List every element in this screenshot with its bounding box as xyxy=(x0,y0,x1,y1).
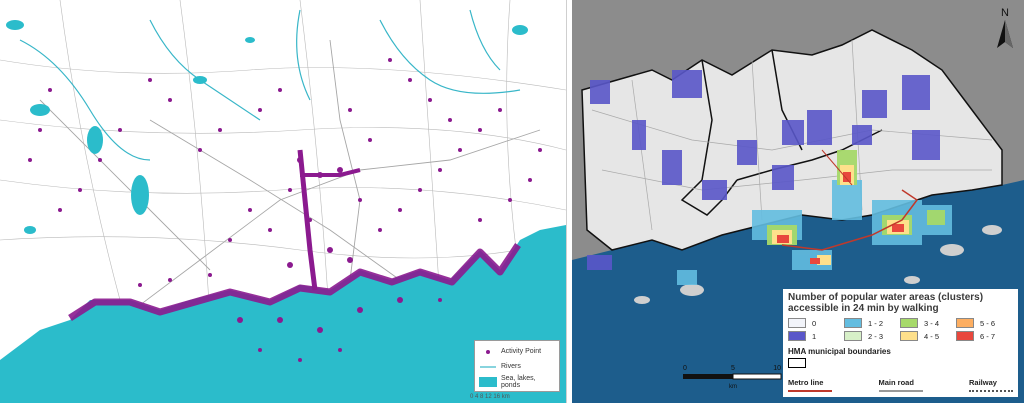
activity-point-symbol xyxy=(479,347,497,357)
railway-symbol xyxy=(969,390,1013,392)
left-scale-bar: 0 4 8 12 16 km xyxy=(470,394,510,400)
scale-unit: km xyxy=(729,384,737,390)
class-swatch xyxy=(844,331,862,341)
water-symbol xyxy=(479,376,497,387)
legend-class: 1 - 2 xyxy=(844,318,900,328)
class-swatch xyxy=(900,331,918,341)
metro-line xyxy=(781,189,919,251)
legend-title-line-2: accessible in 24 min by walking xyxy=(788,303,939,314)
line-legend: Metro line Main road Railway xyxy=(788,378,1013,392)
legend-class: 1 xyxy=(788,331,844,341)
activity-points-map-canvas xyxy=(0,0,566,403)
railway-label: Railway xyxy=(969,378,997,387)
legend-class: 3 - 4 xyxy=(900,318,956,328)
legend-title: Number of popular water areas (clusters)… xyxy=(788,292,1013,314)
class-label: 2 - 3 xyxy=(868,331,884,341)
class-swatch xyxy=(844,318,862,328)
scale-bar: 0 5 10 km xyxy=(683,365,782,390)
class-label: 5 - 6 xyxy=(980,318,996,328)
class-label: 1 xyxy=(812,331,817,341)
scale-tick-0: 0 xyxy=(683,365,687,372)
legend-class: 5 - 6 xyxy=(956,318,1012,328)
scale-tick-10: 10 xyxy=(773,365,781,372)
legend-title-line-1: Number of popular water areas (clusters) xyxy=(788,292,984,303)
legend-class: 2 - 3 xyxy=(844,331,900,341)
north-arrow-icon: N xyxy=(997,7,1013,48)
legend-water: Sea, lakes, ponds xyxy=(501,374,536,389)
class-label: 3 - 4 xyxy=(924,318,940,328)
lakes xyxy=(6,20,528,234)
class-swatch xyxy=(788,331,806,341)
activity-points-map: Activity Point Rivers Sea, lakes, ponds … xyxy=(0,0,567,403)
class-swatch xyxy=(956,331,974,341)
class-swatch xyxy=(956,318,974,328)
legend-class: 6 - 7 xyxy=(956,331,1012,341)
legend-activity-point: Activity Point xyxy=(501,348,542,355)
boundary-label: HMA municipal boundaries xyxy=(788,347,891,356)
metro-label: Metro line xyxy=(788,378,824,387)
boundary-swatch xyxy=(788,358,806,368)
main-road-symbol xyxy=(878,390,923,392)
class-label: 4 - 5 xyxy=(924,331,940,341)
activity-points xyxy=(28,58,542,362)
class-label: 0 xyxy=(812,318,817,328)
legend-rivers: Rivers xyxy=(501,363,521,370)
north-label: N xyxy=(1001,7,1009,19)
boundary-legend: HMA municipal boundaries xyxy=(788,347,1013,356)
legend-class: 0 xyxy=(788,318,844,328)
metro-line-symbol xyxy=(788,390,832,392)
accessibility-cells-class-6-7 xyxy=(777,172,904,264)
class-swatch xyxy=(900,318,918,328)
legend-class: 4 - 5 xyxy=(900,331,956,341)
main-road-label: Main road xyxy=(878,378,914,387)
left-map-legend: Activity Point Rivers Sea, lakes, ponds xyxy=(474,340,560,392)
accessibility-cells-class-1 xyxy=(587,70,940,270)
class-swatch xyxy=(788,318,806,328)
class-label: 6 - 7 xyxy=(980,331,996,341)
sea xyxy=(0,225,566,403)
class-label: 1 - 2 xyxy=(868,318,884,328)
accessibility-legend: Number of popular water areas (clusters)… xyxy=(783,289,1018,397)
scale-tick-5: 5 xyxy=(731,365,735,372)
river-symbol xyxy=(479,362,497,372)
class-swatch-grid: 0 1 - 2 3 - 4 5 - 6 1 2 - 3 4 - 5 6 - 7 xyxy=(788,318,1013,341)
